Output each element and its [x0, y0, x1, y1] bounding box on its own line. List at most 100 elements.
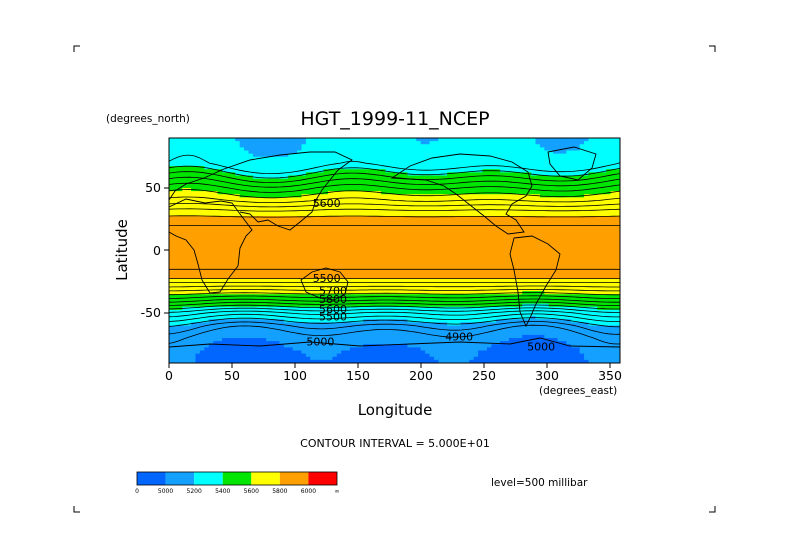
heatmap-cell	[403, 147, 409, 152]
heatmap-cell	[539, 181, 545, 186]
heatmap-cell	[230, 175, 236, 180]
heatmap-cell	[570, 172, 576, 177]
heatmap-cell	[535, 153, 541, 158]
heatmap-cell	[548, 153, 554, 158]
heatmap-cell	[548, 184, 554, 189]
heatmap-cell	[195, 178, 201, 183]
heatmap-cell	[425, 141, 431, 145]
heatmap-cell	[544, 172, 550, 177]
heatmap-cell	[438, 178, 444, 183]
heatmap-cell	[301, 163, 307, 167]
heatmap-cell	[261, 141, 267, 145]
heatmap-cell	[513, 138, 519, 142]
heatmap-cell	[394, 181, 400, 186]
heatmap-cell	[570, 150, 576, 155]
heatmap-cell	[548, 172, 554, 177]
heatmap-cell	[566, 156, 572, 161]
heatmap-cell	[372, 188, 378, 192]
heatmap-cell	[354, 181, 360, 186]
heatmap-cell	[261, 178, 267, 183]
heatmap-cell	[526, 150, 532, 155]
heatmap-cell	[478, 141, 484, 145]
heatmap-cell	[464, 172, 470, 177]
heatmap-cell	[226, 141, 232, 145]
heatmap-cell	[491, 141, 497, 145]
heatmap-cell	[456, 163, 462, 167]
heatmap-cell	[539, 166, 545, 170]
heatmap-cell	[606, 172, 612, 177]
heatmap-cell	[592, 156, 598, 161]
heatmap-cell	[283, 163, 289, 167]
heatmap-cell	[566, 181, 572, 186]
heatmap-cell	[248, 141, 254, 145]
heatmap-cell	[561, 141, 567, 145]
heatmap-cell	[292, 194, 298, 198]
heatmap-cell	[195, 141, 201, 145]
heatmap-cell	[508, 178, 514, 183]
heatmap-cell	[566, 147, 572, 152]
heatmap-cell	[301, 194, 307, 198]
heatmap-cell	[248, 191, 254, 195]
heatmap-cell	[411, 138, 417, 142]
heatmap-cell	[425, 156, 431, 161]
heatmap-cell	[614, 181, 620, 186]
heatmap-cell	[336, 184, 342, 189]
heatmap-cell	[469, 141, 475, 145]
heatmap-cell	[570, 144, 576, 148]
heatmap-cell	[367, 175, 373, 180]
heatmap-cell	[486, 141, 492, 145]
heatmap-cell	[460, 144, 466, 148]
heatmap-cell	[252, 178, 258, 183]
heatmap-cell	[288, 166, 294, 170]
heatmap-cell	[199, 159, 205, 164]
heatmap-cell	[508, 172, 514, 177]
heatmap-cell	[270, 138, 276, 142]
heatmap-cell	[508, 144, 514, 148]
heatmap-cell	[579, 175, 585, 180]
heatmap-cell	[557, 175, 563, 180]
heatmap-cell	[195, 159, 201, 164]
heatmap-cell	[208, 188, 214, 192]
heatmap-cell	[292, 150, 298, 155]
heatmap-cell	[513, 153, 519, 158]
heatmap-cell	[257, 159, 263, 164]
heatmap-cell	[213, 191, 219, 195]
heatmap-cell	[398, 188, 404, 192]
heatmap-cell	[500, 178, 506, 183]
heatmap-cell	[252, 141, 258, 145]
heatmap-cell	[239, 147, 245, 152]
heatmap-cell	[182, 147, 188, 152]
heatmap-cell	[173, 141, 179, 145]
heatmap-cell	[469, 159, 475, 164]
heatmap-cell	[451, 169, 457, 173]
heatmap-cell	[385, 181, 391, 186]
heatmap-cell	[239, 169, 245, 173]
heatmap-cell	[486, 181, 492, 186]
heatmap-cell	[553, 156, 559, 161]
heatmap-cell	[539, 191, 545, 195]
heatmap-cell	[221, 191, 227, 195]
heatmap-cell	[230, 184, 236, 189]
heatmap-cell	[358, 188, 364, 192]
heatmap-cell	[292, 191, 298, 195]
heatmap-cell	[358, 144, 364, 148]
heatmap-cell	[230, 147, 236, 152]
heatmap-cell	[592, 175, 598, 180]
heatmap-cell	[345, 178, 351, 183]
heatmap-cell	[327, 172, 333, 177]
heatmap-cell	[464, 150, 470, 155]
heatmap-cell	[319, 147, 325, 152]
heatmap-cell	[266, 150, 272, 155]
heatmap-cell	[416, 138, 422, 142]
heatmap-cell	[456, 156, 462, 161]
heatmap-cell	[169, 144, 175, 148]
heatmap-cell	[429, 175, 435, 180]
heatmap-cell	[204, 138, 210, 142]
heatmap-cell	[597, 191, 603, 195]
heatmap-cell	[584, 159, 590, 164]
heatmap-cell	[610, 138, 616, 142]
heatmap-cell	[456, 178, 462, 183]
heatmap-cell	[557, 150, 563, 155]
heatmap-cell	[456, 172, 462, 177]
heatmap-cell	[433, 138, 439, 142]
